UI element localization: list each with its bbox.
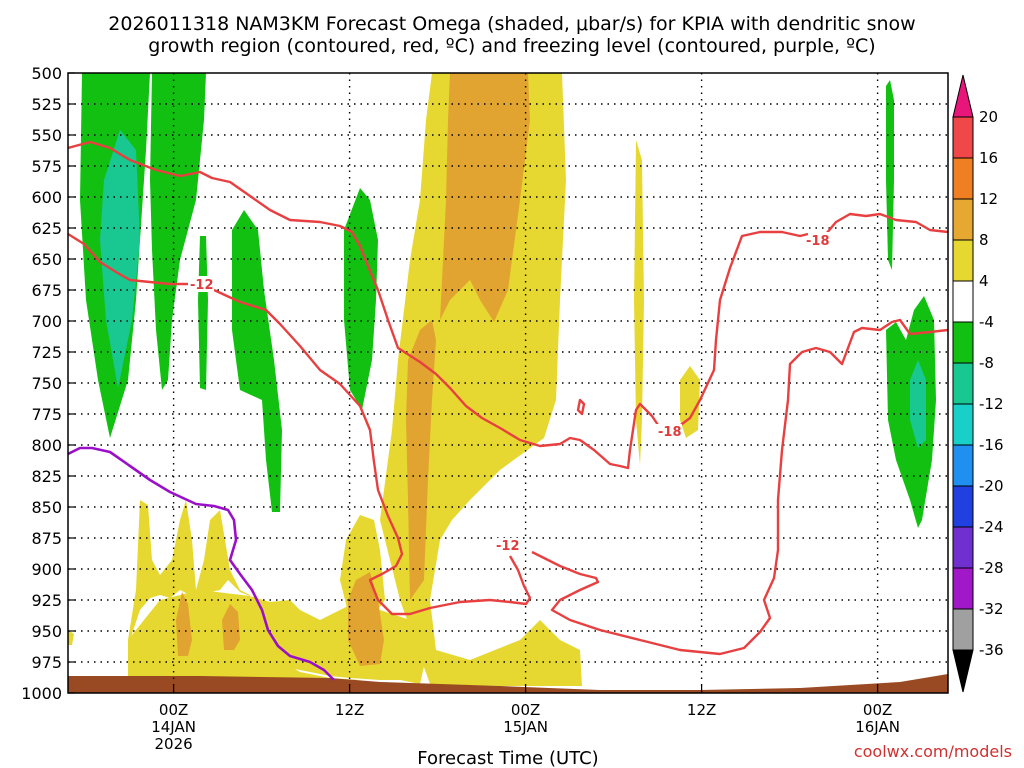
- colorbar-swatch: [952, 485, 974, 528]
- freezing-level-contour: [68, 446, 335, 681]
- y-tick-label: 800: [31, 436, 62, 455]
- colorbar-label: -36: [979, 641, 1004, 659]
- dgz-minus12-blob: [531, 318, 948, 656]
- x-tick-label: 15JAN: [503, 718, 548, 736]
- omega-positive-strip-1: [634, 140, 644, 465]
- y-tick-label: 950: [31, 622, 62, 641]
- colorbar-swatch: [952, 321, 974, 364]
- omega-negative-right-1: [886, 80, 894, 270]
- colorbar-swatch: [952, 280, 974, 323]
- x-tick-label: 00Z: [159, 701, 188, 719]
- omega-positive-main: [380, 73, 582, 686]
- contour-labels: -12 -18 -18 -12: [188, 232, 832, 554]
- omega-negative-left-3: [232, 210, 282, 512]
- dgz-label-minus18-b: -18: [658, 425, 682, 440]
- plot-area: -12 -18 -18 -12: [68, 73, 948, 693]
- y-tick-label: 775: [31, 405, 62, 424]
- colorbar-swatch: [952, 567, 974, 610]
- colorbar-swatch: [952, 157, 974, 200]
- y-axis: 500 525 550 575 600 625 650 675 700 725 750 775 800 8…: [21, 64, 75, 703]
- colorbar-swatch: [952, 362, 974, 405]
- label-bg-minus18-b: [656, 424, 682, 440]
- y-tick-label: 525: [31, 95, 62, 114]
- colorbar-swatch: [952, 608, 974, 651]
- label-bg-minus18-a: [808, 232, 832, 248]
- y-tick-label: 650: [31, 250, 62, 269]
- y-tick-label: 925: [31, 591, 62, 610]
- y-tick-label: 875: [31, 529, 62, 548]
- y-tick-label: 700: [31, 312, 62, 331]
- chart-title-line2: growth region (contoured, red, ºC) and f…: [148, 35, 875, 57]
- omega-negative-mid: [344, 188, 378, 410]
- dgz-minus12-lower: [68, 232, 188, 286]
- colorbar-bottom-arrow: [952, 649, 974, 693]
- chart-title-line1: 2026011318 NAM3KM Forecast Omega (shaded…: [108, 13, 915, 35]
- colorbar-swatch: [952, 116, 974, 159]
- x-tick-label: 00Z: [511, 701, 540, 719]
- x-tick-label: 12Z: [687, 701, 716, 719]
- colorbar-label: -32: [979, 600, 1004, 618]
- colorbar-label: -8: [979, 354, 994, 372]
- colorbar-swatch: [952, 526, 974, 569]
- omega-positive-blob-left: [68, 630, 74, 645]
- y-tick-label: 625: [31, 219, 62, 238]
- colorbar-label: 4: [979, 272, 989, 290]
- colorbar-label: -16: [979, 436, 1004, 454]
- label-bg-minus12-a: [188, 276, 214, 292]
- colorbar-swatch: [952, 403, 974, 446]
- dgz-minus18-loop: [576, 398, 586, 416]
- colorbar-label: -24: [979, 518, 1004, 536]
- colorbar-swatch: [952, 239, 974, 282]
- dgz-label-minus12-a: -12: [190, 278, 214, 293]
- y-tick-label: 575: [31, 157, 62, 176]
- y-tick-label: 750: [31, 374, 62, 393]
- dgz-minus12-upper: [68, 140, 809, 470]
- colorbar-label: 16: [979, 149, 998, 167]
- y-tick-label: 975: [31, 653, 62, 672]
- colorbar-label: 8: [979, 231, 989, 249]
- x-tick-label: 14JAN: [151, 718, 196, 736]
- x-tick-label: 16JAN: [855, 718, 900, 736]
- label-bg-minus12-b: [494, 538, 522, 554]
- y-tick-label: 900: [31, 560, 62, 579]
- colorbar-top-arrow: [952, 74, 974, 118]
- colorbar-label: -12: [979, 395, 1004, 413]
- dgz-contours: [68, 140, 948, 656]
- y-tick-label: 600: [31, 188, 62, 207]
- omega-strong-positive-low-2: [176, 592, 192, 656]
- y-tick-label: 725: [31, 343, 62, 362]
- colorbar-label: -28: [979, 559, 1004, 577]
- terrain-surface: [68, 674, 948, 693]
- colorbar-label: -20: [979, 477, 1004, 495]
- colorbar: 20 16 12 8 4 -4 -8 -12 -16 -20 -24 -28 -32 -36: [952, 74, 1004, 693]
- omega-strong-positive-low-3: [222, 604, 240, 650]
- colorbar-label: 20: [979, 108, 998, 126]
- dgz-minus12-upper-right: [825, 212, 948, 235]
- x-tick-label: 12Z: [335, 701, 364, 719]
- colorbar-label: 12: [979, 190, 998, 208]
- colorbar-swatch: [952, 444, 974, 487]
- dgz-label-minus18-a: -18: [806, 234, 830, 249]
- x-axis-label: Forecast Time (UTC): [417, 748, 598, 768]
- omega-negative-left-2: [150, 73, 206, 390]
- omega-strong-negative-right: [910, 360, 926, 448]
- colorbar-label: -4: [979, 313, 994, 331]
- omega-strong-positive-mid: [406, 320, 436, 600]
- x-tick-label: 00Z: [863, 701, 892, 719]
- dgz-minus12-lower-2: [213, 288, 532, 616]
- y-tick-label: 1000: [21, 684, 62, 703]
- colorbar-swatch: [952, 198, 974, 241]
- y-tick-label: 825: [31, 467, 62, 486]
- omega-positive-strip-2: [680, 366, 700, 438]
- y-tick-label: 550: [31, 126, 62, 145]
- credit-text: coolwx.com/models: [854, 742, 1012, 761]
- y-tick-label: 850: [31, 498, 62, 517]
- y-tick-label: 500: [31, 64, 62, 83]
- x-tick-label: 2026: [155, 735, 193, 753]
- y-tick-label: 675: [31, 281, 62, 300]
- dgz-label-minus12-b: -12: [496, 539, 520, 554]
